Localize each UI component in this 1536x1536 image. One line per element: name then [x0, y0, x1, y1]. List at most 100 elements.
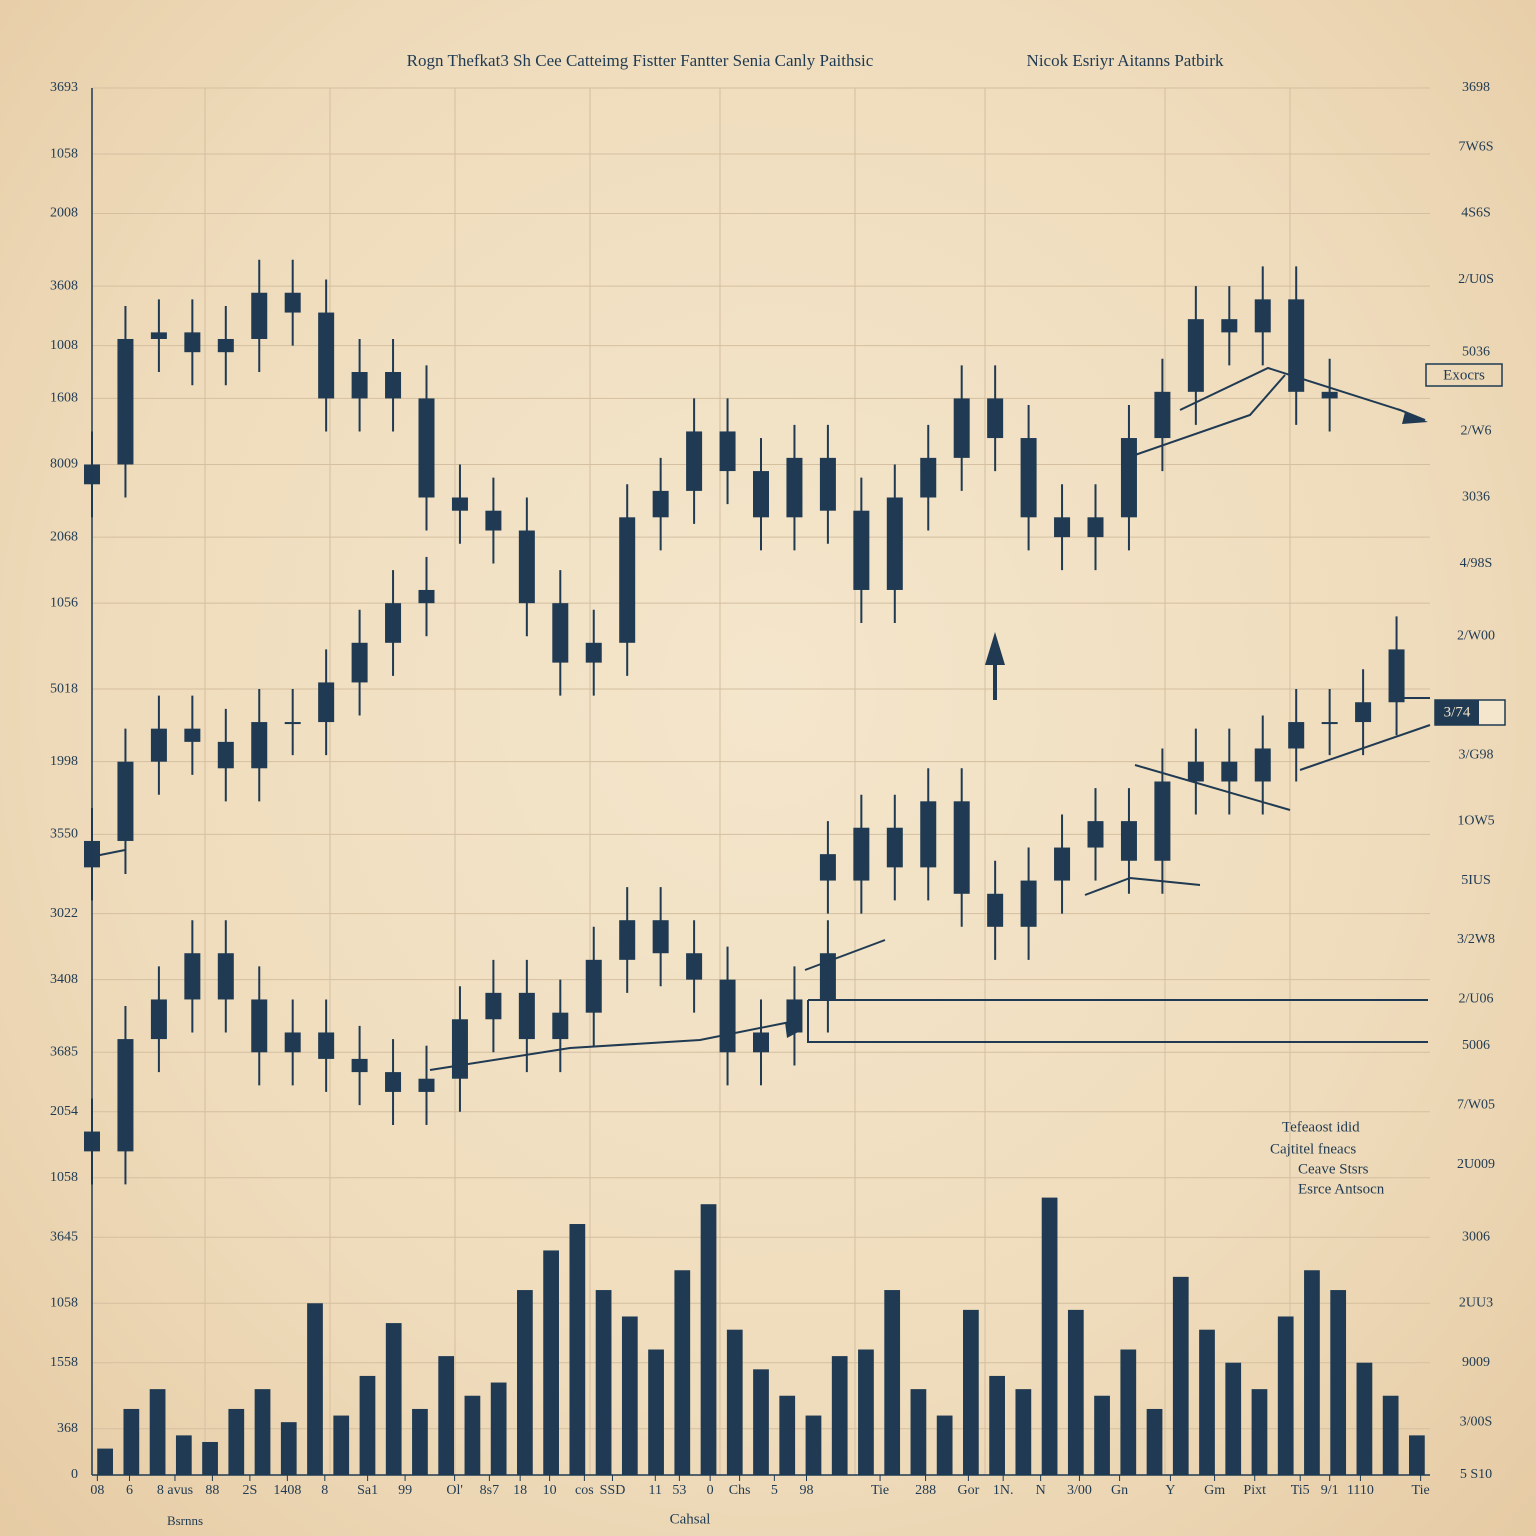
y2-tick-label: 5IUS [1461, 873, 1491, 888]
volume-bar [464, 1395, 481, 1475]
trend-line [804, 939, 886, 971]
y-tick-label: 3022 [50, 906, 78, 921]
trend-line [1179, 366, 1426, 421]
candle-body [953, 801, 970, 894]
arrow-head [985, 632, 1005, 665]
y-tick-label: 368 [57, 1421, 78, 1436]
y2-tick-label: 5 S10 [1460, 1467, 1492, 1482]
candle-body [1321, 391, 1338, 399]
volume-bar [1225, 1362, 1242, 1475]
candle-body [1187, 761, 1204, 782]
annotation-box [1425, 363, 1503, 387]
volume-bar [1120, 1349, 1137, 1475]
y-tick-label: 1058 [50, 146, 78, 161]
y-tick-label: 0 [71, 1467, 78, 1482]
volume-bar [97, 1448, 113, 1475]
candle-body [1154, 781, 1171, 861]
volume-bar [805, 1415, 822, 1475]
volume-bar [1199, 1329, 1215, 1475]
legend-text: Cajtitel fneacs [1270, 1141, 1356, 1157]
x-axis-label: Cahsal [670, 1511, 711, 1527]
volume-bar [779, 1395, 796, 1475]
candle-body [953, 398, 970, 458]
candle-body [987, 893, 1004, 927]
candle-body [1288, 299, 1305, 392]
legend-text: Tefeaost idid [1282, 1119, 1360, 1135]
candle-body [518, 992, 535, 1040]
annotation: Exocrs [1443, 367, 1485, 383]
x-tick-label: 9/1 [1321, 1483, 1339, 1498]
x-tick-label: 11 [649, 1483, 662, 1498]
candle-body [418, 1078, 435, 1092]
x-tick-label: 98 [799, 1483, 813, 1498]
x-tick-label: 10 [543, 1483, 557, 1498]
annotation-box [1435, 700, 1479, 725]
x-tick-label: N [1036, 1483, 1046, 1498]
volume-bar [1041, 1197, 1058, 1475]
candle-body [251, 292, 268, 339]
candle-body [652, 920, 669, 954]
volume-bar [359, 1375, 376, 1475]
volume-bar [412, 1408, 428, 1475]
y2-tick-label: 3698 [1462, 80, 1490, 95]
y2-tick-label: 3/00S [1460, 1414, 1493, 1429]
trend-line [1084, 876, 1201, 896]
volume-bar [1094, 1395, 1110, 1475]
candle-body [619, 517, 636, 643]
volume-bar [831, 1356, 848, 1475]
volume-bar [674, 1270, 691, 1475]
x-tick-label: 3/00 [1067, 1483, 1092, 1498]
candle-body [385, 372, 402, 399]
candle-body [719, 979, 736, 1053]
candle-body [619, 920, 636, 960]
candle-body [117, 761, 134, 841]
candle-body [552, 1012, 569, 1040]
volume-bar [1015, 1389, 1032, 1475]
x-tick-label: 8 [321, 1483, 328, 1498]
y-tick-label: 2054 [50, 1104, 78, 1119]
x-tick-label: Y [1165, 1483, 1175, 1498]
candle-body [1254, 299, 1271, 333]
y2-tick-label: 2U009 [1457, 1157, 1495, 1172]
x-tick-label: SSD [600, 1483, 626, 1498]
candle-body [150, 999, 167, 1040]
candle-body [1120, 821, 1137, 861]
candle-body [117, 1039, 134, 1152]
volume-bar [517, 1290, 533, 1475]
trend-line [1134, 374, 1286, 456]
y-tick-label: 1008 [50, 338, 78, 353]
y2-tick-label: 3/G98 [1459, 747, 1494, 762]
trend-line [429, 1019, 801, 1071]
x-axis-label: Bsrnns [167, 1513, 203, 1528]
y-tick-label: 1056 [50, 595, 78, 610]
candle-body [786, 457, 803, 518]
candle-body [351, 372, 368, 399]
x-tick-label: 0 [707, 1483, 714, 1498]
y2-tick-label: 7W6S [1459, 140, 1494, 155]
candle-body [819, 854, 836, 881]
volume-bar [202, 1441, 218, 1475]
x-tick-label: Gn [1111, 1483, 1128, 1498]
candle-body [987, 398, 1004, 439]
candle-body [518, 530, 535, 604]
candle-body [485, 510, 502, 531]
volume-bar [333, 1415, 350, 1475]
y-tick-label: 2068 [50, 529, 78, 544]
candle-body [886, 497, 903, 590]
volume-bar [307, 1303, 323, 1475]
candle-body [753, 1032, 769, 1053]
annotation: 3/74 [1444, 704, 1471, 720]
y2-tick-label: 3036 [1462, 490, 1490, 505]
y2-tick-label: 3006 [1462, 1229, 1490, 1244]
y2-tick-label: 2UU3 [1459, 1295, 1493, 1310]
volume-bar [753, 1369, 769, 1475]
x-tick-label: Ti5 [1291, 1483, 1310, 1498]
candle-body [318, 682, 335, 723]
volume-bar [595, 1290, 612, 1475]
candle-body [920, 801, 937, 868]
x-tick-label: Gm [1204, 1483, 1225, 1498]
volume-bar [621, 1316, 638, 1475]
candle-body [1187, 319, 1204, 392]
volume-bar [936, 1415, 953, 1475]
